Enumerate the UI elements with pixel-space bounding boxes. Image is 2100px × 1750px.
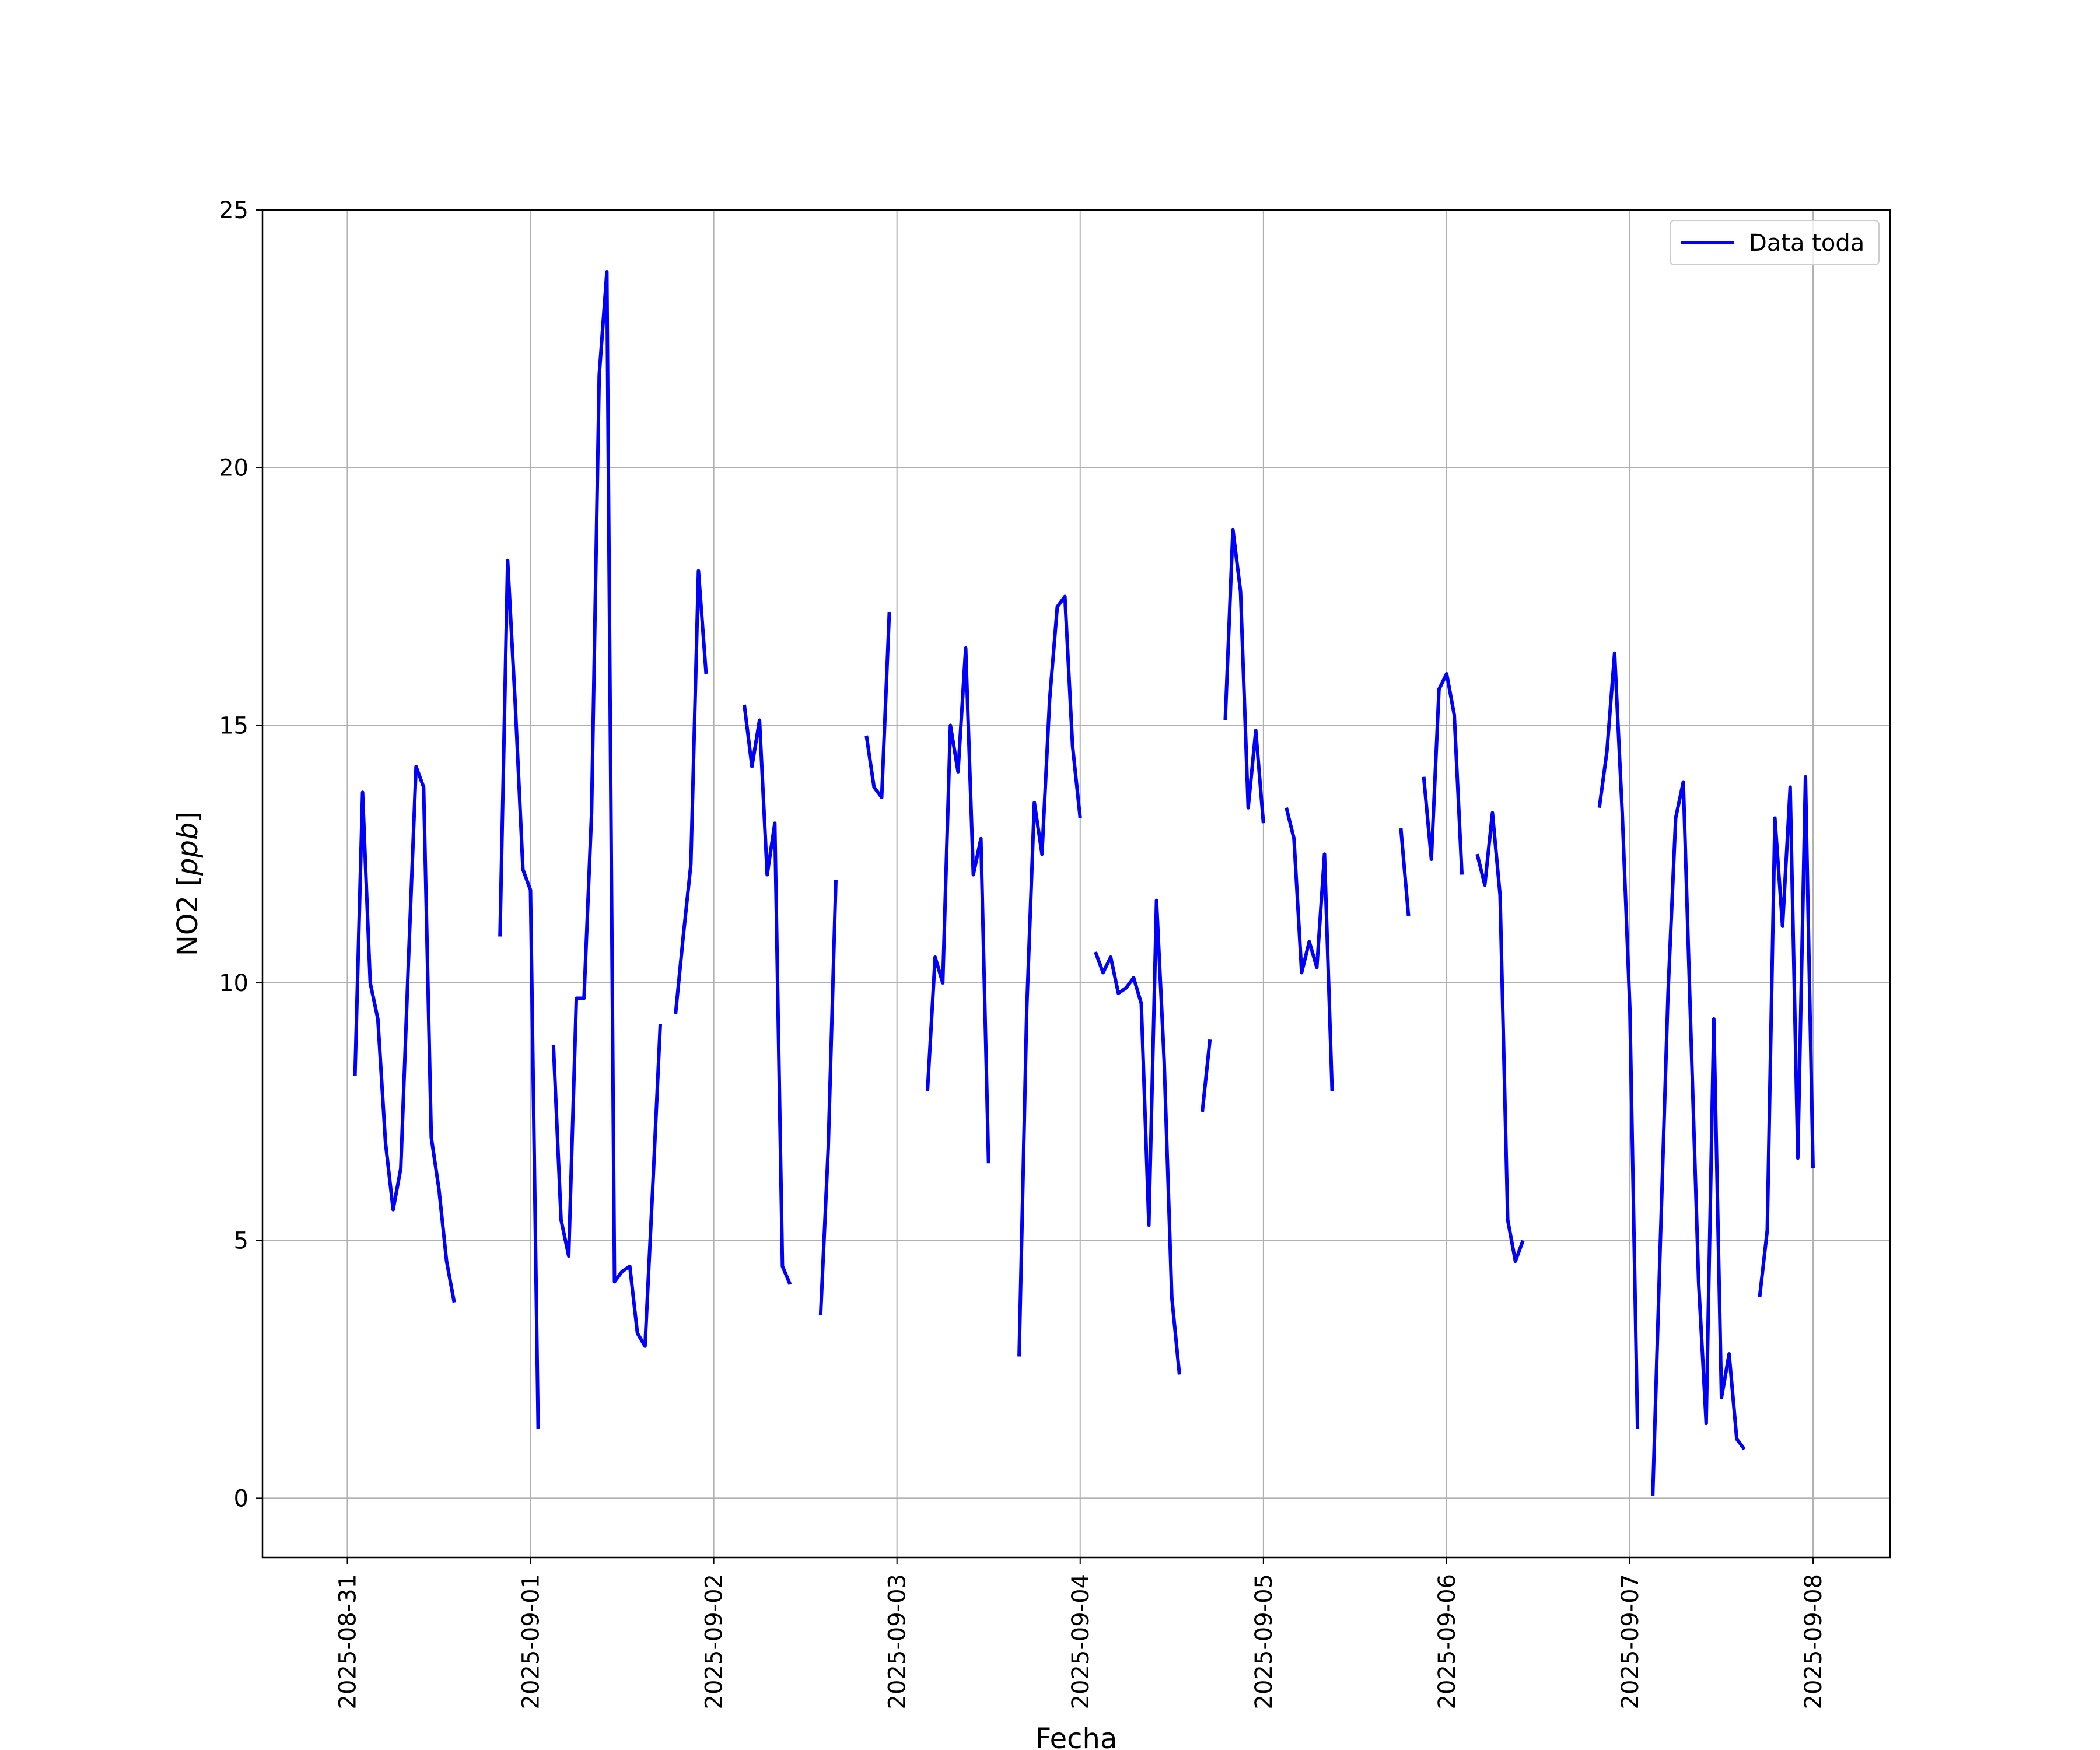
series-line-segment (1758, 775, 1815, 1298)
series-line-segment (864, 611, 891, 799)
series-line-segment (353, 765, 456, 1303)
y-axis-label-suffix: ] (172, 811, 204, 822)
x-tick-label: 2025-09-01 (518, 1574, 545, 1709)
x-tick-label: 2025-09-04 (1068, 1574, 1094, 1709)
x-tick-label: 2025-09-02 (701, 1574, 728, 1709)
y-tick-label: 10 (219, 970, 249, 997)
axis-ticks: 2025-08-31 2025-09-01 2025-09-02 2025-09-03… (219, 197, 1827, 1709)
y-axis-label-prefix: NO2 [ (172, 876, 204, 956)
series-line-segment (1223, 527, 1265, 824)
x-tick-label: 2025-09-05 (1251, 1574, 1278, 1709)
x-axis-label: Fecha (1035, 1723, 1118, 1750)
plot-frame (261, 209, 1891, 1559)
series-line-segment (743, 704, 792, 1285)
x-tick-label: 2025-09-07 (1617, 1574, 1644, 1709)
y-tick-label: 20 (219, 455, 249, 482)
y-tick-label: 15 (219, 712, 249, 739)
series-line-segment (1597, 651, 1640, 1429)
series-line-segment (1284, 807, 1334, 1091)
y-axis-label: NO2 [ppb] (172, 811, 204, 956)
x-tick-label: 2025-09-08 (1800, 1574, 1827, 1709)
y-tick-label: 5 (234, 1228, 249, 1255)
series-line-segment (1094, 898, 1181, 1375)
series-line-segment (818, 880, 838, 1315)
series-line-segment (1651, 780, 1746, 1496)
legend: Data toda (1670, 220, 1880, 265)
x-tick-label: 2025-08-31 (334, 1574, 361, 1709)
legend-label: Data toda (1749, 230, 1864, 257)
series-line-segment (1200, 1039, 1212, 1112)
series-line-segment (1017, 594, 1082, 1357)
x-tick-label: 2025-09-06 (1434, 1574, 1461, 1709)
series-line-segment (498, 558, 540, 1429)
data-series-data-toda (353, 270, 1815, 1496)
y-tick-label: 0 (234, 1485, 249, 1512)
series-line-segment (674, 569, 708, 1014)
x-tick-label: 2025-09-03 (884, 1574, 911, 1709)
y-tick-label: 25 (219, 197, 249, 224)
series-line-segment (1422, 672, 1464, 875)
series-line-segment (926, 646, 991, 1164)
series-line-segment (1399, 828, 1410, 916)
series-line-segment (1475, 811, 1525, 1264)
series-line-segment (551, 270, 662, 1348)
legend-box (1670, 220, 1880, 265)
y-axis-label-unit: ppb (172, 822, 204, 876)
